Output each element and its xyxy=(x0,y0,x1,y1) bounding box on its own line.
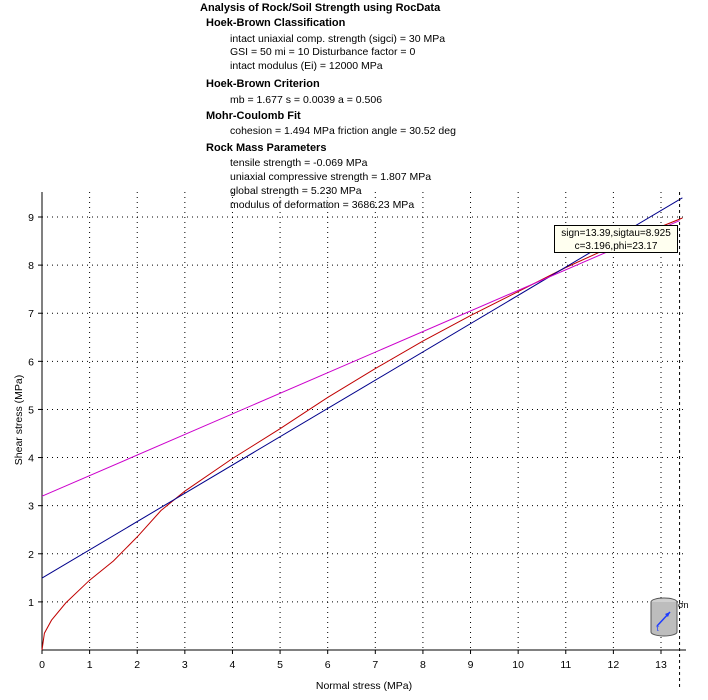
info-line: tensile strength = -0.069 MPa xyxy=(230,157,368,169)
x-tick-label: 12 xyxy=(608,659,620,671)
x-axis-label: Normal stress (MPa) xyxy=(316,680,412,692)
section-heading-classification: Hoek-Brown Classification xyxy=(206,17,346,29)
series xyxy=(41,197,683,651)
x-tick-label: 10 xyxy=(512,659,524,671)
cursor-readout-line1: sign=13.39,sigtau=8.925 xyxy=(561,228,671,239)
tau-label: τ xyxy=(656,624,660,633)
series-line-1 xyxy=(41,217,683,651)
x-tick-label: 13 xyxy=(655,659,667,671)
y-tick-label: 2 xyxy=(28,549,34,561)
info-line: cohesion = 1.494 MPa friction angle = 30… xyxy=(230,125,456,137)
y-tick-label: 6 xyxy=(28,356,34,368)
section-heading-rock-mass: Rock Mass Parameters xyxy=(206,142,327,154)
info-line: modulus of deformation = 3686.23 MPa xyxy=(230,199,415,211)
info-line: intact uniaxial comp. strength (sigci) =… xyxy=(230,33,446,45)
y-axis-label: Shear stress (MPa) xyxy=(13,375,25,465)
info-line: global strength = 5.230 MPa xyxy=(230,185,362,197)
cursor-readout-line2: c=3.196,phi=23.17 xyxy=(574,241,658,252)
info-line: intact modulus (Ei) = 12000 MPa xyxy=(230,60,383,72)
cursor-readout: sign=13.39,sigtau=8.925 c=3.196,phi=23.1… xyxy=(554,225,678,253)
y-tick-label: 9 xyxy=(28,212,34,224)
sigma-n-label: σn xyxy=(678,600,689,610)
y-tick-label: 8 xyxy=(28,260,34,272)
section-heading-criterion: Hoek-Brown Criterion xyxy=(206,78,320,90)
x-tick-label: 0 xyxy=(39,659,45,671)
x-tick-label: 3 xyxy=(182,659,188,671)
x-tick-label: 7 xyxy=(372,659,378,671)
cylinder-icon[interactable]: σn τ xyxy=(650,597,689,637)
y-tick-label: 7 xyxy=(28,308,34,320)
series-line-2 xyxy=(41,197,683,579)
x-tick-label: 8 xyxy=(420,659,426,671)
x-tick-label: 6 xyxy=(325,659,331,671)
y-tick-label: 4 xyxy=(28,453,34,465)
info-line: GSI = 50 mi = 10 Disturbance factor = 0 xyxy=(230,46,416,58)
analysis-title: Analysis of Rock/Soil Strength using Roc… xyxy=(200,2,441,14)
cylinder-arrow-head xyxy=(665,612,670,617)
x-tick-label: 1 xyxy=(87,659,93,671)
y-tick-label: 1 xyxy=(28,597,34,609)
series-line-3 xyxy=(41,220,680,497)
y-tick-label: 3 xyxy=(28,501,34,513)
grid xyxy=(42,192,686,650)
info-line: mb = 1.677 s = 0.0039 a = 0.506 xyxy=(230,94,383,106)
x-tick-label: 9 xyxy=(468,659,474,671)
info-line: uniaxial compressive strength = 1.807 MP… xyxy=(230,171,432,183)
y-tick-label: 5 xyxy=(28,404,34,416)
x-tick-label: 2 xyxy=(134,659,140,671)
x-tick-label: 4 xyxy=(230,659,236,671)
section-heading-mohr-coulomb: Mohr-Coulomb Fit xyxy=(206,110,301,122)
x-tick-label: 11 xyxy=(560,659,571,671)
x-tick-label: 5 xyxy=(277,659,283,671)
